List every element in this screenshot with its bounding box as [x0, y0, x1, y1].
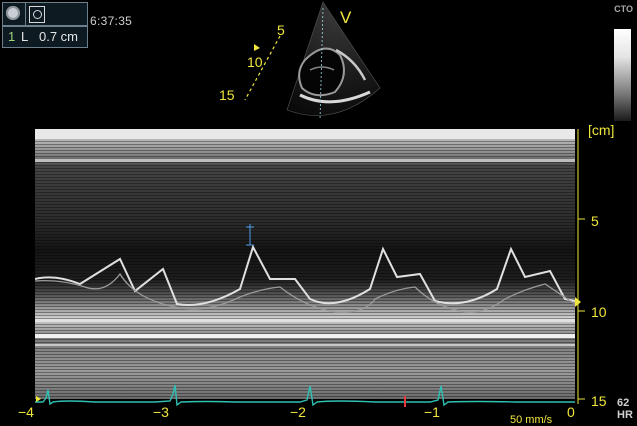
caliper-marker[interactable] [236, 221, 256, 251]
toolbar-divider [25, 3, 26, 25]
sector-depth-tick: 15 [219, 87, 235, 103]
measurement-label: L [21, 29, 29, 44]
sector-depth-tick: 10 [247, 54, 263, 70]
time-label: 0 [567, 404, 575, 420]
time-label: −3 [153, 404, 169, 420]
top-right-label: CTO [614, 4, 633, 14]
time-label: −2 [290, 404, 306, 420]
record-icon[interactable] [6, 6, 20, 20]
measurement-readout: 1 L 0.7 cm [2, 26, 88, 48]
time-label: −4 [18, 404, 34, 420]
measurement-value: 0.7 cm [39, 29, 79, 44]
depth-label: 10 [591, 304, 607, 320]
sweep-speed: 50 mm/s [510, 414, 553, 426]
depth-scale [575, 129, 585, 404]
heart-rate-value: 62 [617, 397, 630, 409]
heart-rate-label: HR [617, 409, 633, 421]
clock: 6:37:35 [90, 14, 133, 28]
toolbar-icons [2, 2, 88, 26]
sector-depth-tick: 5 [277, 22, 285, 38]
time-label: −1 [424, 404, 440, 420]
sector-image [244, 1, 381, 121]
depth-unit: [cm] [588, 122, 615, 138]
ecg-trace [35, 384, 575, 407]
measurement-index: 1 [8, 29, 16, 44]
probe-icon[interactable] [29, 6, 45, 23]
m-mode-trace [35, 129, 575, 399]
grayscale-bar [614, 29, 631, 121]
sector-view-label: V [340, 8, 352, 27]
depth-label: 5 [591, 213, 599, 229]
depth-label: 15 [591, 393, 607, 409]
